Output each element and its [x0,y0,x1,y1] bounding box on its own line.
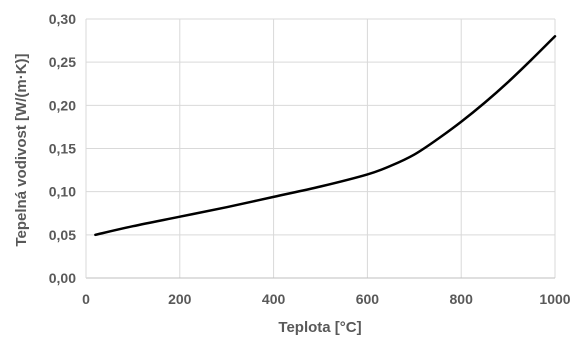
x-tick-label: 400 [262,291,286,307]
x-tick-label: 800 [450,291,474,307]
x-axis-title: Teplota [°C] [278,319,361,336]
y-tick-label: 0,15 [49,141,76,157]
x-tick-label: 600 [356,291,380,307]
axes [85,19,555,279]
series-line [94,35,557,237]
x-tick-label: 0 [82,291,90,307]
y-tick-label: 0,25 [49,54,76,70]
x-tick-label: 1000 [539,291,570,307]
grid [86,18,556,278]
y-tick-label: 0,30 [49,11,76,27]
y-tick-label: 0,20 [49,97,76,113]
y-axis-title: Tepelná vodivost [W/(m·K)] [13,53,30,246]
y-tick-label: 0,10 [49,184,76,200]
x-tick-label: 200 [168,291,192,307]
y-tick-label: 0,05 [49,227,76,243]
y-tick-label: 0,00 [49,270,76,286]
series-layer [94,35,557,237]
tick-labels: 0,00 0,05 0,10 0,15 0,20 0,25 0,30 0 200 400 600 80… [49,11,571,307]
